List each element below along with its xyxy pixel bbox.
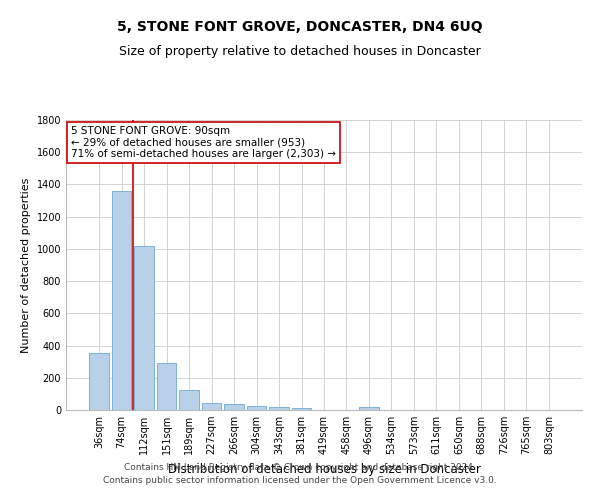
Bar: [112, 191, 131, 410]
Text: Contains HM Land Registry data © Crown copyright and database right 2024.
Contai: Contains HM Land Registry data © Crown c…: [103, 463, 497, 485]
Bar: [89, 353, 109, 410]
Bar: [359, 407, 379, 410]
Text: Size of property relative to detached houses in Doncaster: Size of property relative to detached ho…: [119, 45, 481, 58]
X-axis label: Distribution of detached houses by size in Doncaster: Distribution of detached houses by size …: [167, 462, 481, 475]
Text: 5, STONE FONT GROVE, DONCASTER, DN4 6UQ: 5, STONE FONT GROVE, DONCASTER, DN4 6UQ: [117, 20, 483, 34]
Bar: [134, 246, 154, 410]
Bar: [224, 404, 244, 410]
Bar: [292, 408, 311, 410]
Bar: [269, 407, 289, 410]
Y-axis label: Number of detached properties: Number of detached properties: [21, 178, 31, 352]
Bar: [157, 364, 176, 410]
Text: 5 STONE FONT GROVE: 90sqm
← 29% of detached houses are smaller (953)
71% of semi: 5 STONE FONT GROVE: 90sqm ← 29% of detac…: [71, 126, 336, 159]
Bar: [179, 390, 199, 410]
Bar: [247, 406, 266, 410]
Bar: [202, 403, 221, 410]
